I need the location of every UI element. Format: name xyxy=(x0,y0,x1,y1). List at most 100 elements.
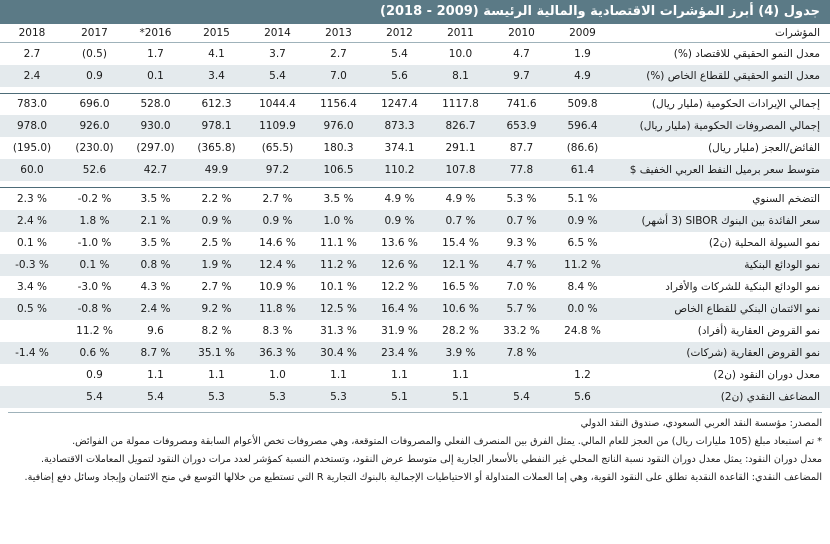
indicator-label: نمو القروض العقارية (أفراد) xyxy=(697,324,820,337)
value-cell: 783.0 xyxy=(0,92,64,115)
value-cell: 4.3 % xyxy=(140,280,171,293)
value-cell: -3.0 % xyxy=(77,280,112,293)
value-cell: 2.4 % xyxy=(125,297,186,320)
value-cell: 16.4 % xyxy=(369,297,430,320)
value-cell: 0.7 % xyxy=(491,209,552,232)
value-cell: 13.6 % xyxy=(381,236,418,249)
value-cell: 0.8 % xyxy=(125,253,186,276)
value-cell: 2.2 % xyxy=(186,187,247,210)
indicator-label: نمو القروض العقارية (شركات) xyxy=(613,341,830,364)
table-title: جدول (4) أبرز المؤشرات الاقتصادية والمال… xyxy=(0,0,830,24)
value-cell: 1.8 % xyxy=(64,209,125,232)
indicator-label: سعر الفائدة بين البنوك SIBOR (3 أشهر) xyxy=(613,209,830,232)
value-cell: 5.1 xyxy=(430,385,491,408)
value-cell: 35.1 % xyxy=(186,341,247,364)
value-cell: 15.4 % xyxy=(442,236,479,249)
value-cell: 12.5 % xyxy=(308,297,369,320)
table-row: المضاعف النقدي (ن2) 5.6 5.4 5.1 5.1 5.3 5.3 5.3… xyxy=(0,385,830,408)
value-cell: 5.4 xyxy=(125,385,186,408)
value-cell: 3.5 % xyxy=(125,187,186,210)
value-cell: 528.0 xyxy=(125,92,186,115)
value-cell: 4.7 xyxy=(491,42,552,65)
header-year: 2015 xyxy=(186,24,247,43)
indicator-label: معدل النمو الحقيقي للقطاع الخاص (%) xyxy=(613,64,830,87)
value-cell: 11.2 % xyxy=(76,324,113,337)
value-cell: 3.9 % xyxy=(430,341,491,364)
value-cell: 0.9 % xyxy=(247,209,308,232)
table-row: نمو القروض العقارية (أفراد) 24.8 % 33.2 % 2… xyxy=(0,320,830,342)
value-cell: 12.2 % xyxy=(381,280,418,293)
table-row: نمو السيولة المحلية (ن2) 6.5 % 9.3 % 15.4 %… xyxy=(0,232,830,254)
value-cell: (195.0) xyxy=(12,142,52,154)
header-year: 2017 xyxy=(64,24,125,43)
value-cell: (297.0) xyxy=(136,142,175,154)
value-cell: 2.3 % xyxy=(0,187,64,210)
value-cell: 1247.4 xyxy=(369,92,430,115)
value-cell: 52.6 xyxy=(64,159,125,181)
value-cell: 0.0 % xyxy=(552,297,613,320)
header-year: 2016* xyxy=(125,24,186,43)
value-cell: 0.9 % xyxy=(369,209,430,232)
value-cell: 3.5 % xyxy=(140,236,171,249)
value-cell: 2.4 % xyxy=(0,209,64,232)
value-cell: (86.6) xyxy=(566,142,599,154)
value-cell: 5.3 xyxy=(247,385,308,408)
value-cell: 0.9 % xyxy=(186,209,247,232)
value-cell: 873.3 xyxy=(369,115,430,137)
indicator-label: معدل دوران النقود (ن2) xyxy=(713,368,820,381)
indicator-label: الفائض/العجز (مليار ريال) xyxy=(708,142,820,154)
value-cell: 1.2 xyxy=(574,368,591,381)
value-cell: 4.9 % xyxy=(430,187,491,210)
value-cell: 61.4 xyxy=(552,159,613,181)
value-cell: 1.1 xyxy=(330,368,347,381)
table-row: متوسط سعر برميل النفط العربي الخفيف $61.… xyxy=(0,159,830,181)
value-cell: 16.5 % xyxy=(442,280,479,293)
value-cell: 33.2 % xyxy=(503,324,540,337)
value-cell: 1.1 xyxy=(452,368,469,381)
indicators-table: المؤشرات 2009 2010 2011 2012 2013 2014 2015 201… xyxy=(0,24,830,408)
value-cell: 2.5 % xyxy=(201,236,232,249)
value-cell: 2.7 % xyxy=(201,280,232,293)
value-cell xyxy=(0,320,64,342)
table-row: نمو القروض العقارية (شركات) 7.8 % 3.9 % 23.… xyxy=(0,341,830,364)
source-note: المصدر: مؤسسة النقد العربي السعودي، صندو… xyxy=(8,411,822,430)
value-cell: 1.1 xyxy=(147,368,164,381)
value-cell: -0.3 % xyxy=(0,253,64,276)
value-cell: 1117.8 xyxy=(430,92,491,115)
value-cell: 5.4 xyxy=(491,385,552,408)
value-cell: 30.4 % xyxy=(308,341,369,364)
table-row: إجمالي الإيرادات الحكومية (مليار ريال) 50… xyxy=(0,92,830,115)
value-cell: 1.0 xyxy=(269,368,286,381)
value-cell: 5.1 xyxy=(369,385,430,408)
value-cell: 612.3 xyxy=(186,92,247,115)
value-cell: 2.7 xyxy=(308,42,369,65)
value-cell: 36.3 % xyxy=(247,341,308,364)
value-cell: 14.6 % xyxy=(259,236,296,249)
value-cell: 0.1 xyxy=(125,64,186,87)
value-cell: 509.8 xyxy=(552,92,613,115)
value-cell: -1.0 % xyxy=(77,236,112,249)
value-cell: 0.1 % xyxy=(64,253,125,276)
table-row: نمو الودائع البنكية للشركات والأفراد 8.4 … xyxy=(0,276,830,298)
footnote-deficit: * تم استبعاد مبلغ (105 مليارات ريال) من … xyxy=(72,435,822,447)
header-year: 2011 xyxy=(430,24,491,43)
value-cell: 8.3 % xyxy=(262,324,293,337)
table-row: الفائض/العجز (مليار ريال) (86.6) 87.7 291.1… xyxy=(0,137,830,159)
indicator-label: متوسط سعر برميل النفط العربي الخفيف $ xyxy=(613,159,830,181)
value-cell: 12.4 % xyxy=(247,253,308,276)
value-cell: 1044.4 xyxy=(247,92,308,115)
value-cell xyxy=(552,341,613,364)
value-cell: 0.6 % xyxy=(64,341,125,364)
value-cell: 2.7 % xyxy=(247,187,308,210)
value-cell: 97.2 xyxy=(247,159,308,181)
value-cell: 5.6 xyxy=(369,64,430,87)
header-year: 2013 xyxy=(308,24,369,43)
value-cell xyxy=(0,364,64,386)
value-cell: 374.1 xyxy=(384,142,415,154)
header-year: 2009 xyxy=(552,24,613,43)
indicator-label: نمو السيولة المحلية (ن2) xyxy=(708,236,820,249)
value-cell: 9.2 % xyxy=(186,297,247,320)
table-row: إجمالي المصروفات الحكومية (مليار ريال) 59… xyxy=(0,115,830,137)
value-cell: (65.5) xyxy=(261,142,294,154)
